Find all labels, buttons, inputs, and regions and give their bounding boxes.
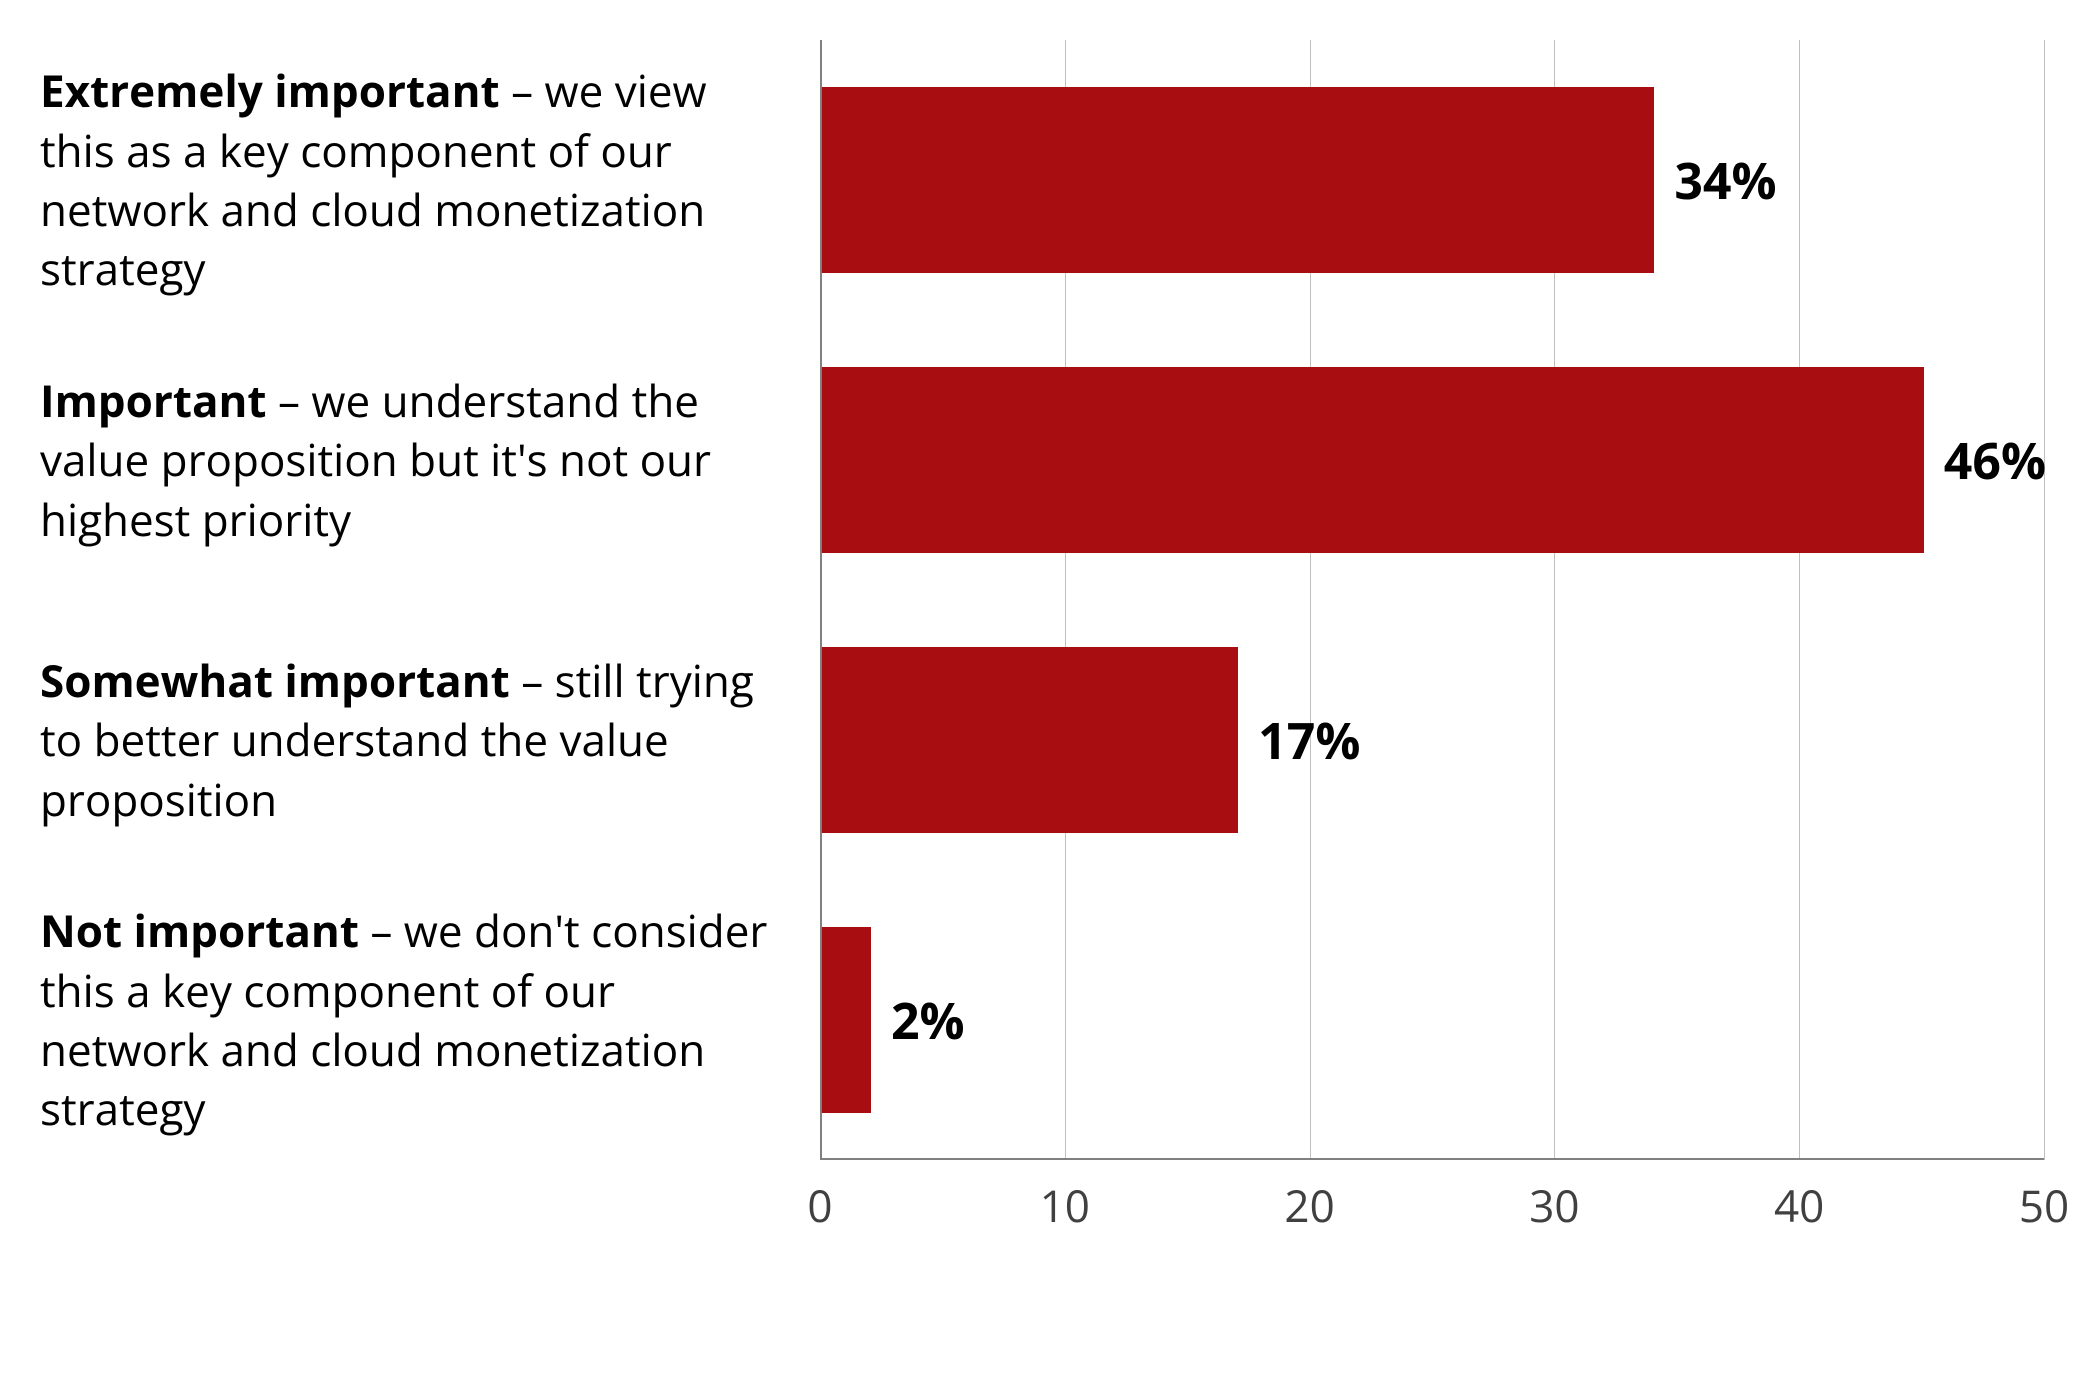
category-label: Extremely important – we view this as a … (40, 40, 790, 320)
x-axis-area: 01020304050 (820, 1160, 2044, 1230)
x-tick-label: 40 (1774, 1175, 1824, 1235)
bars-column: 34% 46% 17% 2% 01020304050 (820, 40, 2044, 1337)
bar-value-label: 17% (1258, 706, 1360, 774)
category-label: Important – we understand the value prop… (40, 320, 790, 600)
x-tick-label: 10 (1040, 1175, 1090, 1235)
bar (822, 87, 1654, 273)
category-label: Somewhat important – still trying to bet… (40, 600, 790, 880)
x-tick-label: 50 (2019, 1175, 2069, 1235)
bar (822, 367, 1924, 553)
bar-value-label: 2% (891, 986, 965, 1054)
bar-row: 17% (822, 600, 2046, 880)
bar-value-label: 34% (1674, 146, 1776, 214)
bar-value-label: 46% (1944, 426, 2046, 494)
label-bold: Extremely important (40, 60, 500, 120)
x-tick-label: 30 (1529, 1175, 1579, 1235)
bar (822, 927, 871, 1113)
bar-row: 34% (822, 40, 2046, 320)
bar (822, 647, 1238, 833)
category-label: Not important – we don't consider this a… (40, 880, 790, 1160)
plot-area: 34% 46% 17% 2% (820, 40, 2044, 1160)
label-bold: Not important (40, 900, 359, 960)
label-bold: Somewhat important (40, 650, 510, 710)
x-tick-label: 0 (807, 1175, 832, 1235)
bar-row: 2% (822, 880, 2046, 1160)
x-tick-label: 20 (1284, 1175, 1334, 1235)
label-bold: Important (40, 370, 267, 430)
chart-container: Extremely important – we view this as a … (40, 40, 2044, 1337)
labels-column: Extremely important – we view this as a … (40, 40, 820, 1337)
bar-row: 46% (822, 320, 2046, 600)
